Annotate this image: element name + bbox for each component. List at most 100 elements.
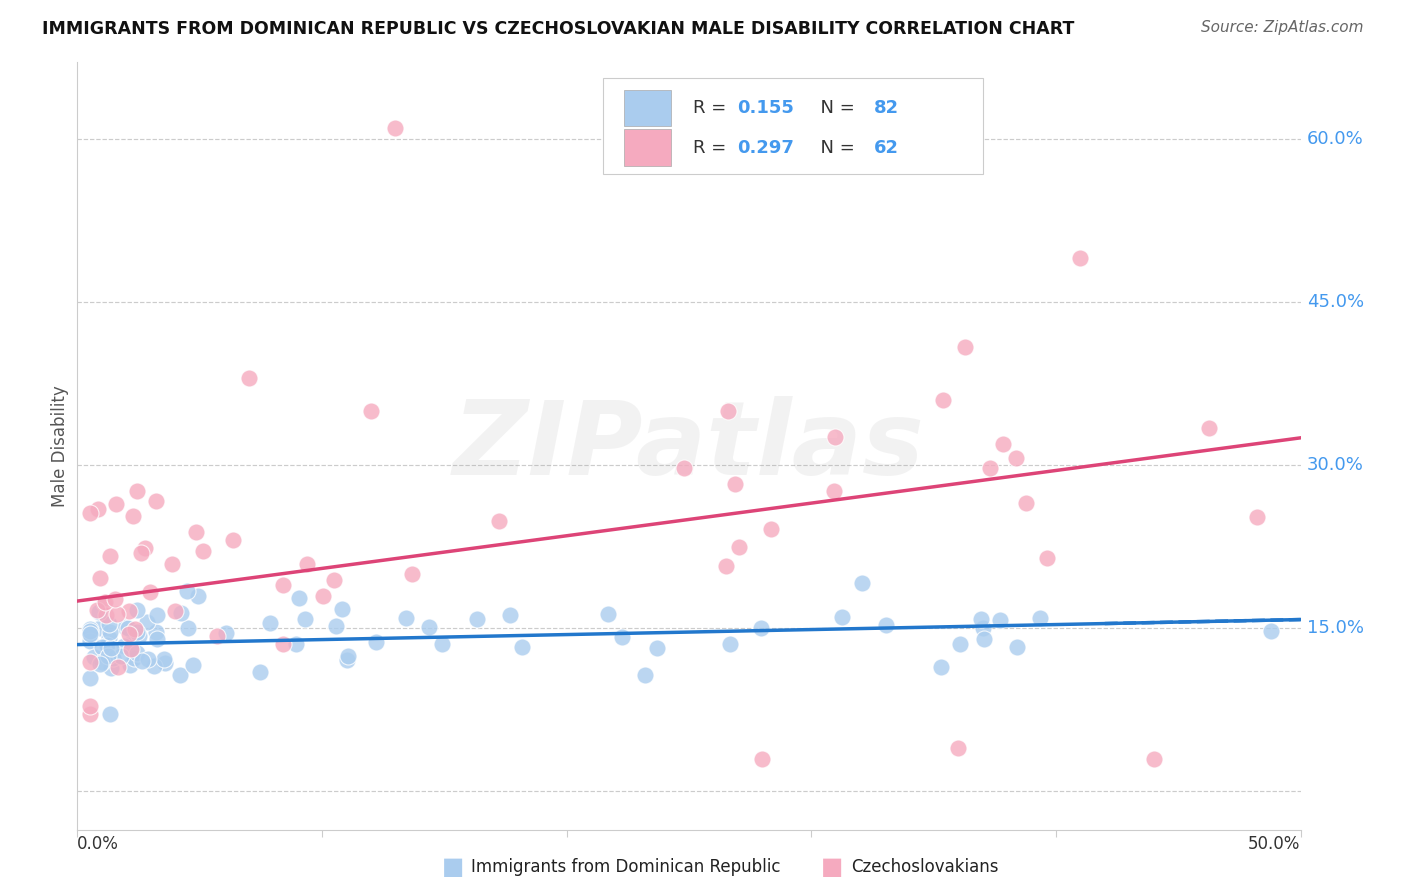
Point	[122, 631, 145, 645]
FancyBboxPatch shape	[603, 78, 983, 174]
Point	[169, 668, 191, 682]
Text: 45.0%: 45.0%	[1306, 293, 1364, 310]
Text: 60.0%: 60.0%	[1306, 129, 1364, 147]
Point	[851, 575, 873, 590]
Point	[89, 621, 111, 635]
Point	[222, 533, 245, 548]
Point	[136, 615, 159, 629]
Text: R =: R =	[693, 99, 731, 117]
Point	[336, 649, 359, 664]
Point	[823, 483, 845, 498]
Point	[330, 602, 353, 616]
Point	[384, 120, 406, 135]
Point	[596, 607, 619, 622]
Point	[432, 637, 454, 651]
Point	[467, 612, 489, 626]
Point	[875, 618, 897, 632]
Point	[98, 706, 121, 721]
Point	[125, 484, 148, 499]
Text: ■: ■	[441, 855, 464, 879]
Point	[152, 652, 174, 666]
Point	[98, 631, 121, 645]
Point	[125, 624, 148, 639]
Point	[98, 625, 121, 640]
Point	[79, 698, 101, 713]
Point	[101, 650, 124, 665]
Point	[91, 655, 114, 669]
Point	[401, 566, 423, 581]
Point	[79, 622, 101, 636]
Point	[98, 549, 121, 564]
Point	[87, 501, 110, 516]
Point	[118, 657, 141, 672]
Point	[972, 621, 994, 635]
Point	[112, 639, 135, 653]
Point	[98, 616, 121, 631]
Point	[105, 607, 128, 621]
Text: ■: ■	[821, 855, 844, 879]
Point	[79, 706, 101, 721]
Point	[90, 640, 112, 654]
Point	[122, 509, 145, 524]
Point	[79, 625, 101, 640]
Point	[932, 393, 955, 408]
Point	[1005, 640, 1028, 654]
Point	[749, 622, 772, 636]
Point	[512, 640, 534, 654]
Point	[125, 603, 148, 617]
Point	[131, 654, 153, 668]
Point	[1143, 752, 1166, 766]
Point	[79, 671, 101, 685]
Text: IMMIGRANTS FROM DOMINICAN REPUBLIC VS CZECHOSLOVAKIAN MALE DISABILITY CORRELATIO: IMMIGRANTS FROM DOMINICAN REPUBLIC VS CZ…	[42, 20, 1074, 37]
Point	[214, 625, 236, 640]
Point	[946, 741, 969, 756]
Point	[824, 430, 846, 444]
Point	[110, 649, 132, 664]
Point	[336, 652, 359, 666]
Point	[79, 624, 101, 638]
Point	[96, 608, 118, 623]
Point	[1036, 551, 1059, 566]
Point	[645, 641, 668, 656]
Bar	[624, 129, 671, 166]
Point	[249, 665, 271, 679]
Text: Czechoslovakians: Czechoslovakians	[851, 858, 998, 876]
Text: R =: R =	[693, 139, 731, 157]
Point	[136, 652, 159, 666]
Text: Source: ZipAtlas.com: Source: ZipAtlas.com	[1201, 20, 1364, 35]
Point	[139, 585, 162, 599]
Point	[1069, 252, 1091, 266]
Point	[146, 607, 169, 622]
Point	[271, 637, 294, 651]
Point	[105, 497, 128, 511]
Point	[1260, 624, 1282, 639]
Point	[751, 752, 773, 766]
Point	[418, 620, 440, 634]
Point	[143, 659, 166, 673]
Point	[499, 608, 522, 623]
Point	[717, 404, 740, 418]
Point	[93, 597, 115, 611]
Text: 15.0%: 15.0%	[1306, 619, 1364, 637]
Point	[86, 603, 108, 617]
Point	[634, 667, 657, 681]
Point	[295, 557, 318, 571]
Point	[129, 546, 152, 560]
Point	[120, 642, 142, 657]
Text: 30.0%: 30.0%	[1306, 456, 1364, 474]
Point	[238, 371, 260, 385]
Point	[948, 637, 970, 651]
Point	[127, 646, 149, 660]
Point	[122, 650, 145, 665]
Point	[114, 620, 136, 634]
Point	[488, 515, 510, 529]
Point	[128, 629, 150, 643]
Point	[1198, 420, 1220, 434]
Y-axis label: Male Disability: Male Disability	[51, 385, 69, 507]
Point	[955, 340, 977, 354]
Point	[176, 583, 198, 598]
Point	[724, 477, 747, 491]
Text: 0.0%: 0.0%	[77, 835, 120, 853]
Point	[83, 649, 105, 664]
Point	[395, 611, 418, 625]
